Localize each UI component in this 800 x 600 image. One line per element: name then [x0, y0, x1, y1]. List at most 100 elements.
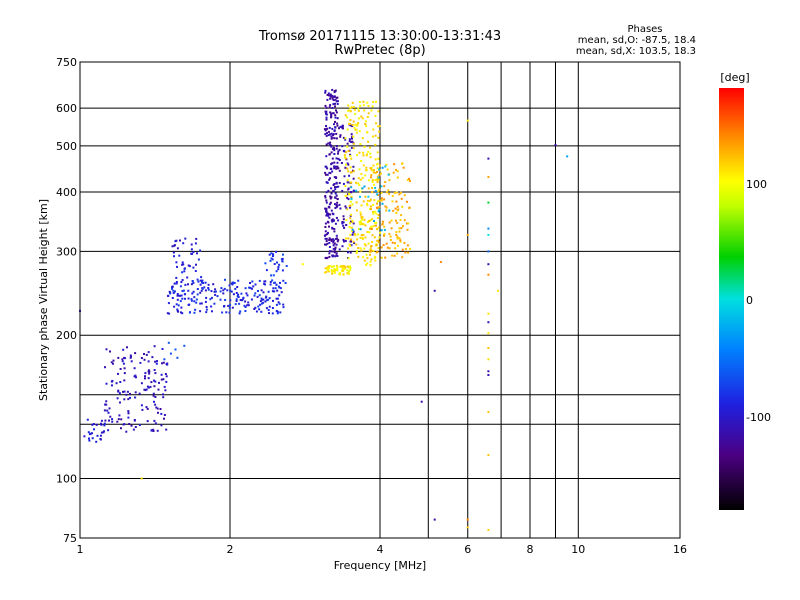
- data-point: [164, 389, 167, 392]
- data-point: [249, 282, 251, 284]
- data-point: [323, 234, 326, 237]
- data-point: [324, 226, 327, 228]
- data-point: [116, 420, 119, 423]
- data-point: [210, 290, 213, 293]
- data-point: [182, 263, 185, 266]
- data-point: [274, 281, 276, 284]
- data-point: [369, 205, 372, 208]
- data-point: [346, 196, 349, 199]
- data-point: [181, 271, 184, 274]
- data-point: [176, 294, 179, 297]
- data-point: [399, 239, 402, 242]
- data-point: [369, 253, 371, 256]
- data-point: [262, 291, 265, 294]
- data-point: [112, 362, 114, 365]
- data-point: [328, 203, 331, 206]
- data-point: [117, 372, 119, 375]
- data-point: [327, 142, 330, 145]
- data-point: [377, 210, 380, 213]
- data-point: [181, 297, 184, 300]
- data-point: [202, 282, 205, 284]
- data-point: [333, 268, 336, 270]
- data-point: [378, 168, 381, 171]
- data-point: [251, 280, 254, 283]
- data-point: [239, 299, 242, 301]
- data-point: [254, 306, 257, 309]
- data-point: [392, 171, 395, 174]
- data-point: [330, 238, 333, 241]
- data-point: [379, 164, 381, 167]
- data-point: [145, 353, 148, 356]
- data-point: [259, 300, 262, 303]
- data-point: [349, 110, 352, 113]
- data-point: [331, 127, 334, 130]
- data-point: [327, 189, 330, 192]
- data-point: [333, 149, 336, 152]
- data-point: [122, 390, 124, 393]
- data-point: [199, 279, 202, 282]
- data-point: [273, 290, 276, 293]
- data-point: [363, 185, 366, 188]
- data-point: [376, 181, 379, 183]
- data-point: [336, 161, 339, 164]
- data-point: [399, 219, 402, 221]
- data-point: [487, 347, 490, 349]
- data-point: [96, 434, 99, 437]
- data-point: [347, 198, 350, 201]
- data-point: [352, 240, 355, 243]
- data-point: [325, 211, 328, 213]
- data-point: [370, 245, 373, 247]
- data-point: [331, 255, 334, 258]
- data-point: [351, 101, 354, 104]
- data-point: [134, 391, 137, 394]
- data-point: [275, 297, 278, 300]
- data-point: [88, 439, 91, 442]
- data-point: [349, 204, 352, 207]
- data-point: [393, 191, 396, 194]
- data-point: [375, 224, 377, 227]
- data-point: [350, 213, 352, 216]
- data-point: [466, 233, 469, 236]
- data-point: [279, 281, 281, 284]
- data-point: [153, 345, 156, 348]
- data-point: [351, 124, 354, 126]
- data-point: [249, 286, 252, 289]
- data-point: [187, 289, 190, 292]
- data-point: [276, 297, 279, 300]
- data-point: [252, 285, 255, 288]
- data-point: [276, 261, 278, 264]
- data-point: [111, 379, 114, 382]
- data-point: [159, 408, 162, 410]
- data-point: [398, 193, 401, 196]
- data-point: [176, 247, 179, 250]
- data-point: [396, 252, 399, 255]
- data-point: [194, 270, 197, 272]
- data-point: [325, 271, 328, 273]
- data-point: [132, 428, 135, 431]
- data-point: [394, 242, 396, 245]
- data-point: [395, 200, 398, 203]
- data-point: [330, 116, 332, 119]
- data-point: [223, 305, 226, 307]
- data-point: [196, 278, 199, 281]
- plot-frame: [79, 61, 681, 539]
- data-point: [270, 257, 273, 260]
- data-point: [334, 246, 337, 249]
- data-point: [272, 255, 274, 257]
- data-point: [328, 178, 331, 181]
- data-point: [197, 258, 200, 261]
- data-point: [398, 230, 401, 233]
- data-point: [324, 104, 327, 107]
- data-point: [324, 195, 327, 197]
- data-point: [224, 278, 226, 281]
- data-point: [377, 125, 380, 128]
- data-point: [391, 195, 394, 197]
- data-point: [371, 135, 374, 138]
- data-point: [244, 310, 247, 312]
- data-point: [394, 219, 397, 222]
- data-point: [351, 135, 354, 138]
- data-point: [176, 356, 179, 359]
- data-point: [375, 212, 378, 215]
- data-point: [326, 94, 329, 96]
- data-point: [487, 176, 490, 178]
